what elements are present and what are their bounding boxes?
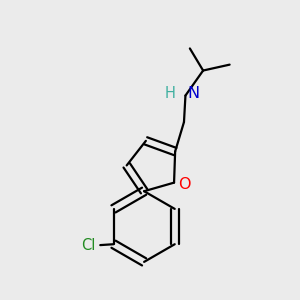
Text: Cl: Cl <box>82 238 96 253</box>
Text: H: H <box>164 86 175 101</box>
Text: N: N <box>187 86 199 101</box>
Text: O: O <box>178 177 191 192</box>
